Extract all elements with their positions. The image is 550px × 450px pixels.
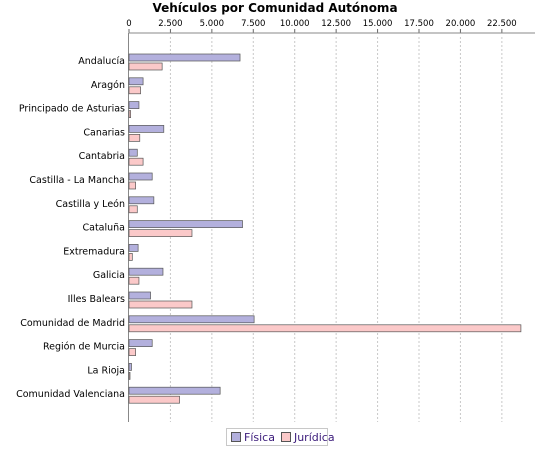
bar-juridica bbox=[128, 110, 132, 118]
category-label: La Rioja bbox=[87, 365, 125, 376]
bar-fisica bbox=[128, 315, 255, 324]
axes bbox=[128, 29, 535, 422]
bar-fisica bbox=[128, 77, 144, 86]
x-tick-label: 0 bbox=[126, 19, 131, 29]
bars bbox=[128, 53, 522, 404]
category-label: Región de Murcia bbox=[43, 342, 125, 353]
category-label: Cantabria bbox=[79, 151, 125, 162]
bar-juridica bbox=[128, 229, 193, 237]
category-label: Extremadura bbox=[63, 246, 125, 257]
x-tick-label: 17.500 bbox=[404, 19, 434, 29]
legend-swatch-juridica bbox=[280, 432, 291, 442]
legend-label-juridica: Jurídica bbox=[293, 430, 335, 444]
category-labels: Andalucía Aragón Principado de Asturias Can… bbox=[16, 56, 125, 400]
category-label: Canarias bbox=[83, 127, 125, 138]
x-tick-label: 2.500 bbox=[158, 19, 182, 29]
category-label: Comunidad de Madrid bbox=[20, 318, 125, 329]
x-tick-label: 5.000 bbox=[200, 19, 224, 29]
bar-fisica bbox=[128, 125, 165, 133]
bar-juridica bbox=[128, 86, 141, 95]
bar-juridica bbox=[128, 134, 141, 142]
bar-fisica bbox=[128, 148, 138, 157]
bar-fisica bbox=[128, 220, 243, 228]
legend-label-fisica: Física bbox=[244, 430, 275, 444]
legend-item-fisica: Física bbox=[231, 431, 275, 444]
bar-juridica bbox=[128, 324, 522, 333]
category-label: Castilla - La Mancha bbox=[29, 175, 125, 186]
x-tick-label: 7.500 bbox=[241, 19, 265, 29]
bar-fisica bbox=[128, 101, 140, 109]
category-label: Castilla y León bbox=[56, 199, 125, 210]
bar-juridica bbox=[128, 276, 140, 285]
bar-fisica bbox=[128, 363, 132, 371]
bar-fisica bbox=[128, 172, 153, 181]
bar-juridica bbox=[128, 181, 136, 190]
chart-title: Vehículos por Comunidad Autónoma bbox=[152, 1, 398, 15]
bar-fisica bbox=[128, 244, 139, 252]
bar-juridica bbox=[128, 62, 163, 71]
bar-juridica bbox=[128, 348, 136, 356]
x-tick-label: 20.000 bbox=[446, 19, 476, 29]
bar-juridica bbox=[128, 395, 180, 404]
bar-juridica bbox=[128, 253, 133, 261]
category-label: Andalucía bbox=[78, 56, 125, 67]
bar-juridica bbox=[128, 157, 144, 166]
bar-fisica bbox=[128, 53, 241, 62]
x-tick-label: 15.000 bbox=[363, 19, 393, 29]
legend: Física Jurídica bbox=[226, 428, 335, 446]
grid-lines bbox=[169, 37, 503, 422]
category-label: Galicia bbox=[93, 270, 125, 281]
legend-swatch-fisica bbox=[231, 432, 241, 442]
category-label: Comunidad Valenciana bbox=[16, 389, 125, 400]
bar-fisica bbox=[128, 339, 153, 347]
bar-fisica bbox=[128, 267, 164, 276]
x-tick-label: 10.000 bbox=[280, 19, 310, 29]
category-label: Illes Balears bbox=[68, 294, 125, 305]
category-label: Cataluña bbox=[82, 223, 125, 234]
bar-juridica bbox=[128, 300, 193, 309]
x-tick-labels: 0 2.500 5.000 7.500 10.000 12.500 15.000 17.500… bbox=[126, 19, 516, 29]
bar-juridica bbox=[128, 372, 131, 380]
category-label: Principado de Asturias bbox=[19, 104, 125, 115]
x-tick-label: 22.500 bbox=[487, 19, 517, 29]
legend-item-juridica: Jurídica bbox=[280, 430, 335, 444]
bar-juridica bbox=[128, 205, 138, 214]
bar-fisica bbox=[128, 386, 221, 395]
x-tick-label: 12.500 bbox=[321, 19, 351, 29]
category-label: Aragón bbox=[91, 80, 125, 91]
bar-fisica bbox=[128, 196, 155, 205]
bar-fisica bbox=[128, 291, 151, 300]
